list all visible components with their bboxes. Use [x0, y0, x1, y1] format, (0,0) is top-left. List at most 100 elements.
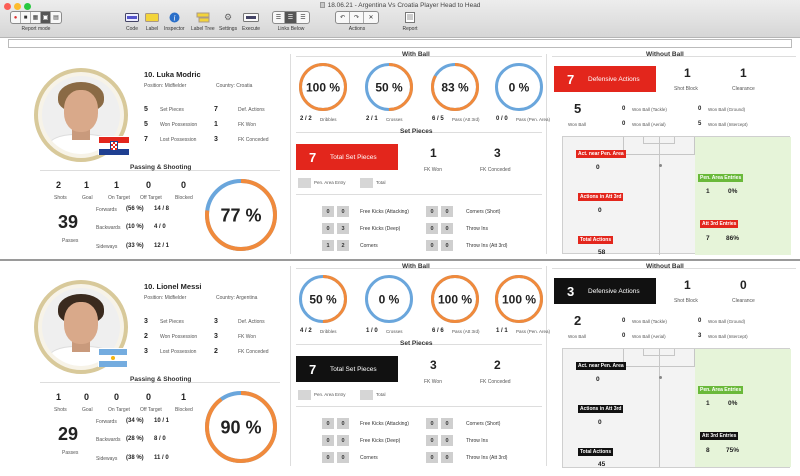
total-swatch: [360, 178, 373, 188]
with-ball-label-1: Crosses: [386, 117, 403, 122]
won-ball-value: 5: [574, 101, 582, 116]
label-button[interactable]: Label: [144, 11, 160, 32]
inspector-button[interactable]: i Inspector: [164, 11, 185, 32]
passes-total: 29: [58, 424, 79, 444]
player-face: [64, 90, 98, 132]
link-left-icon[interactable]: ☰: [273, 12, 285, 23]
sp-cell: 0: [337, 418, 349, 429]
label-tree-button[interactable]: Label Tree: [191, 11, 215, 32]
action-clear-icon[interactable]: ✕: [368, 15, 374, 21]
pass-dir-label-2: Sideways: [96, 456, 118, 462]
with-ball-label-2: Pass (Att 3rd): [452, 117, 480, 122]
summary-label-0: Set Pieces: [160, 107, 184, 113]
report-mode-segmented[interactable]: ● ■ ▦ ▣ ▤: [10, 11, 62, 24]
total-label: Total: [376, 180, 386, 185]
set-pieces-rule: [296, 344, 542, 345]
pass-dir-pct-1: (10 %): [126, 224, 144, 230]
penalty-box: [623, 137, 695, 155]
total-label: Total: [376, 392, 386, 397]
summary-value-2: 7: [144, 136, 148, 143]
actions-segmented[interactable]: ↶ ↷ ✕: [335, 11, 379, 24]
filter-input[interactable]: [8, 39, 792, 48]
att3-entries-tag: Att 3rd Entries: [700, 432, 739, 440]
att3-actions-tag: Actions in Att 3rd: [578, 193, 624, 201]
shot-stat-shots: 2: [56, 180, 62, 190]
action-redo-icon[interactable]: ↷: [350, 12, 364, 23]
wb-ground-label: Won Ball (Ground): [708, 107, 746, 112]
flag-stripe-blue-2: [99, 361, 127, 367]
shot-stat-on_target: 1: [114, 180, 120, 190]
without-ball-title: Without Ball: [646, 263, 684, 270]
execute-button[interactable]: Execute: [242, 11, 260, 32]
summary-value-1: 5: [144, 121, 148, 128]
report-label: Report: [402, 26, 418, 32]
column-divider-2: [546, 266, 547, 466]
shot-stat-label-on_target: On Target: [108, 195, 130, 201]
wb-intercept-value: 5: [698, 121, 702, 127]
penalty-spot: [659, 376, 662, 379]
summary-label-2: Lost Possession: [160, 137, 197, 143]
column-divider: [290, 266, 291, 466]
stop-icon[interactable]: ■: [21, 12, 31, 23]
with-ball-ratio-2: 6 / 6: [432, 328, 444, 334]
summary-label2-0: Def. Actions: [238, 107, 265, 113]
code-button[interactable]: Code: [124, 11, 140, 32]
pass-accuracy-ring: 77 %: [205, 179, 277, 251]
report-button[interactable]: Report: [402, 11, 418, 32]
report-view-icon[interactable]: ▣: [41, 12, 51, 23]
defensive-actions-label: Defensive Actions: [588, 76, 640, 83]
pass-dir-label-1: Backwards: [96, 225, 121, 231]
passes-label: Passes: [62, 238, 79, 244]
pass-dir-label-2: Sideways: [96, 244, 118, 250]
links-below-group: ☰ ☰ ☰ Links Below: [272, 11, 310, 32]
sp-row-label-2: Throw Ins: [466, 226, 488, 232]
total-swatch: [360, 390, 373, 400]
total-set-pieces-value: 7: [309, 362, 317, 377]
record-icon[interactable]: ●: [11, 12, 21, 23]
summary-value2-0: 7: [214, 106, 218, 113]
shot-stat-label-off_target: Off Target: [140, 407, 162, 413]
link-center-icon[interactable]: ☰: [285, 12, 297, 23]
links-below-segmented[interactable]: ☰ ☰ ☰: [272, 11, 310, 24]
total-actions-value: 45: [598, 461, 606, 468]
won-ball-label: Won Ball: [568, 334, 586, 339]
wb-tackle-value: 0: [622, 318, 626, 324]
pass-accuracy-gauge: 90 %: [204, 390, 278, 469]
shot-stat-on_target: 0: [114, 392, 120, 402]
minimize-window-button[interactable]: [14, 3, 21, 10]
pen-area-entry-label: Pen. Area Entry: [314, 392, 346, 397]
section-rule: [40, 170, 280, 171]
wb-aerial-value: 0: [622, 121, 626, 127]
sp-cell: 3: [337, 223, 349, 234]
with-ball-label-0: Dribbles: [320, 117, 337, 122]
action-undo-icon[interactable]: ↶: [336, 12, 350, 23]
picture-icon[interactable]: ▤: [53, 15, 59, 21]
player-position: Position: Midfielder: [144, 83, 187, 89]
close-window-button[interactable]: [4, 3, 11, 10]
settings-button[interactable]: ⚙ Settings: [219, 11, 237, 32]
link-right-icon[interactable]: ☰: [300, 15, 306, 21]
total-set-pieces-box: 7 Total Set Pieces: [296, 144, 398, 170]
near-pen-area-tag: Act. near Pen. Area: [576, 150, 626, 158]
with-ball-title: With Ball: [402, 51, 430, 58]
sp-cell: 0: [322, 206, 334, 217]
with-ball-ring-0-value: 100 %: [306, 80, 340, 94]
pass-dir-pct-0: (34 %): [126, 418, 144, 424]
zoom-window-button[interactable]: [24, 3, 31, 10]
summary-label2-1: FK Won: [238, 334, 256, 340]
shot-stat-off_target: 0: [146, 180, 152, 190]
penalty-spot: [659, 164, 662, 167]
grid-icon[interactable]: ▦: [31, 12, 41, 23]
att3-actions-value: 0: [598, 419, 602, 426]
with-ball-gauge-0: 100 %: [298, 62, 348, 117]
summary-label-1: Won Possession: [160, 334, 198, 340]
summary-value-1: 2: [144, 333, 148, 340]
with-ball-ring-0: 100 %: [299, 63, 347, 111]
with-ball-ratio-1: 2 / 1: [366, 116, 378, 122]
with-ball-ring-1-value: 0 %: [379, 292, 400, 306]
flag-stripe-red: [99, 137, 129, 143]
att3-entries-pct: 75%: [726, 447, 740, 454]
defensive-actions-box: 7 Defensive Actions: [554, 66, 656, 92]
near-pen-area-value: 0: [596, 376, 600, 383]
att-third-zone: [695, 349, 791, 467]
